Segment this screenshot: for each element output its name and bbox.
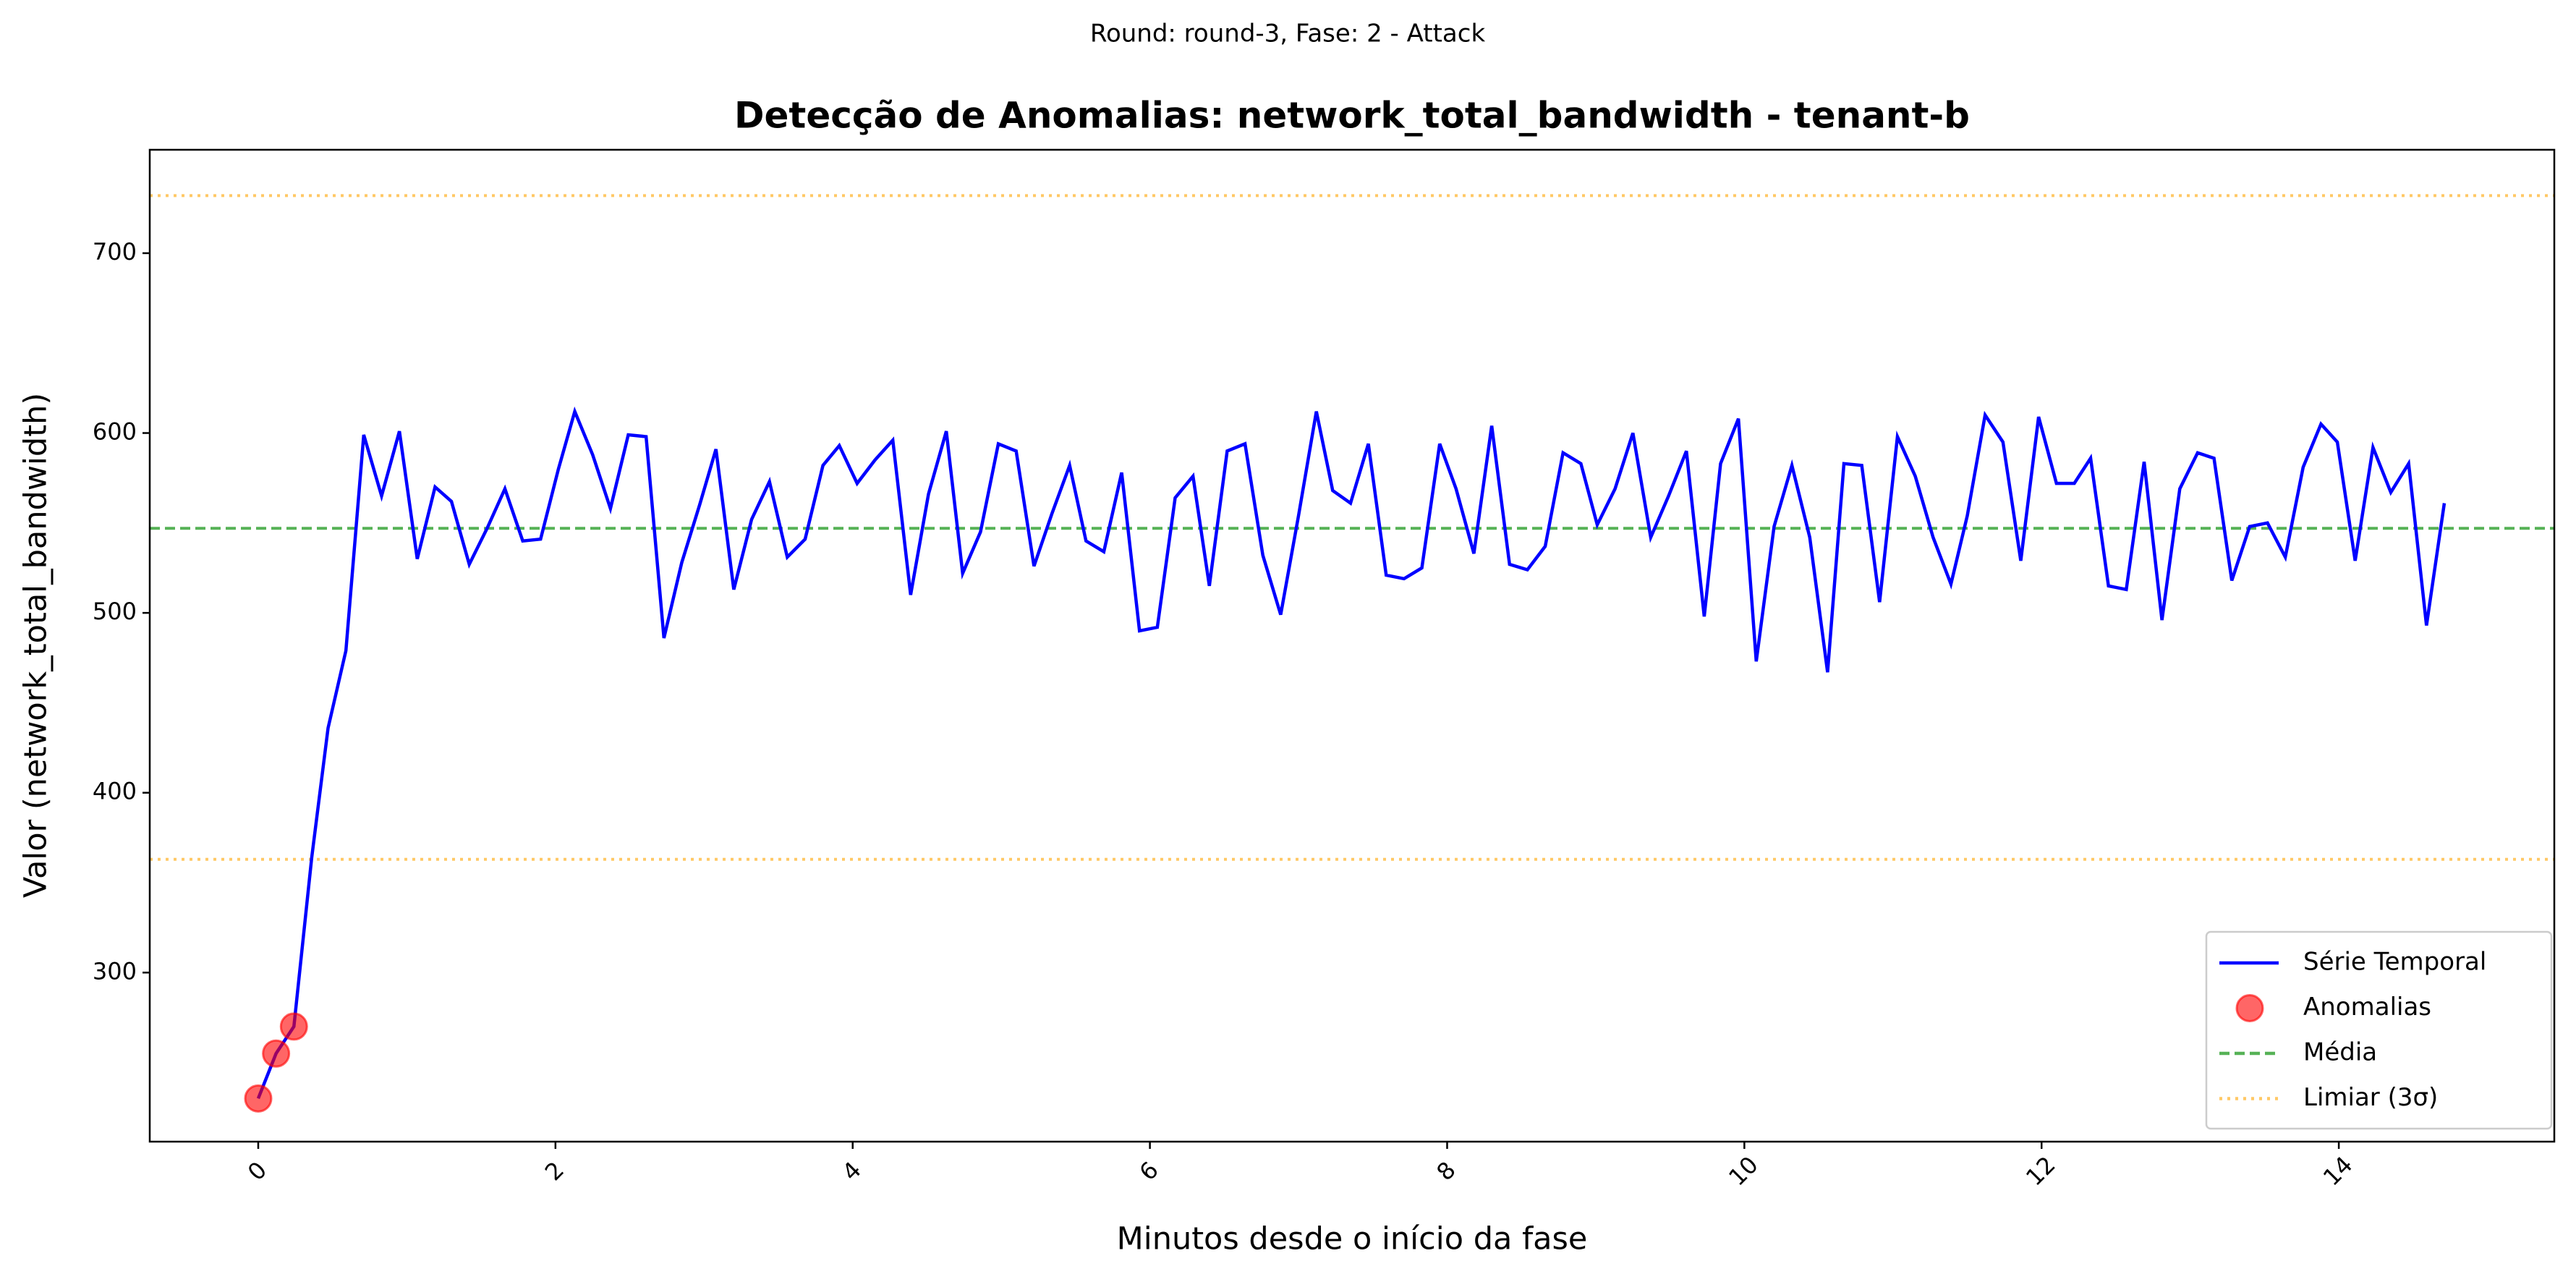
data-line	[256, 406, 2447, 1100]
legend-label: Anomalias	[2303, 993, 2431, 1022]
suptitle: Round: round-3, Fase: 2 - Attack	[1090, 20, 1486, 48]
y-axis-label: Valor (network_total_bandwidth)	[18, 393, 54, 898]
legend-marker	[2235, 994, 2264, 1022]
x-tick-label: 2	[540, 1156, 569, 1186]
anomaly-point	[262, 1039, 291, 1068]
legend-label: Limiar (3σ)	[2303, 1083, 2438, 1112]
plot-frame	[148, 148, 2556, 1143]
x-axis-label: Minutos desde o início da fase	[1117, 1221, 1588, 1257]
legend-box	[2205, 930, 2553, 1130]
x-tick-label: 14	[2318, 1151, 2358, 1192]
x-tick-label: 6	[1134, 1156, 1164, 1186]
y-tick-label: 600	[93, 418, 137, 446]
y-tick-label: 300	[93, 957, 137, 985]
x-tick-label: 4	[837, 1156, 867, 1186]
y-tick-label: 400	[93, 778, 137, 805]
x-tick-label: 10	[1723, 1151, 1764, 1192]
y-tick-label: 500	[93, 598, 137, 625]
x-tick-label: 8	[1431, 1156, 1461, 1186]
anomaly-point	[279, 1012, 308, 1041]
y-tick-label: 700	[93, 238, 137, 266]
legend-label: Série Temporal	[2303, 948, 2486, 977]
legend-label: Média	[2303, 1038, 2377, 1067]
x-tick-label: 0	[242, 1156, 272, 1186]
chart-title: Detecção de Anomalias: network_total_ban…	[734, 95, 1970, 137]
anomaly-point	[244, 1084, 273, 1113]
x-tick-label: 12	[2020, 1151, 2061, 1192]
